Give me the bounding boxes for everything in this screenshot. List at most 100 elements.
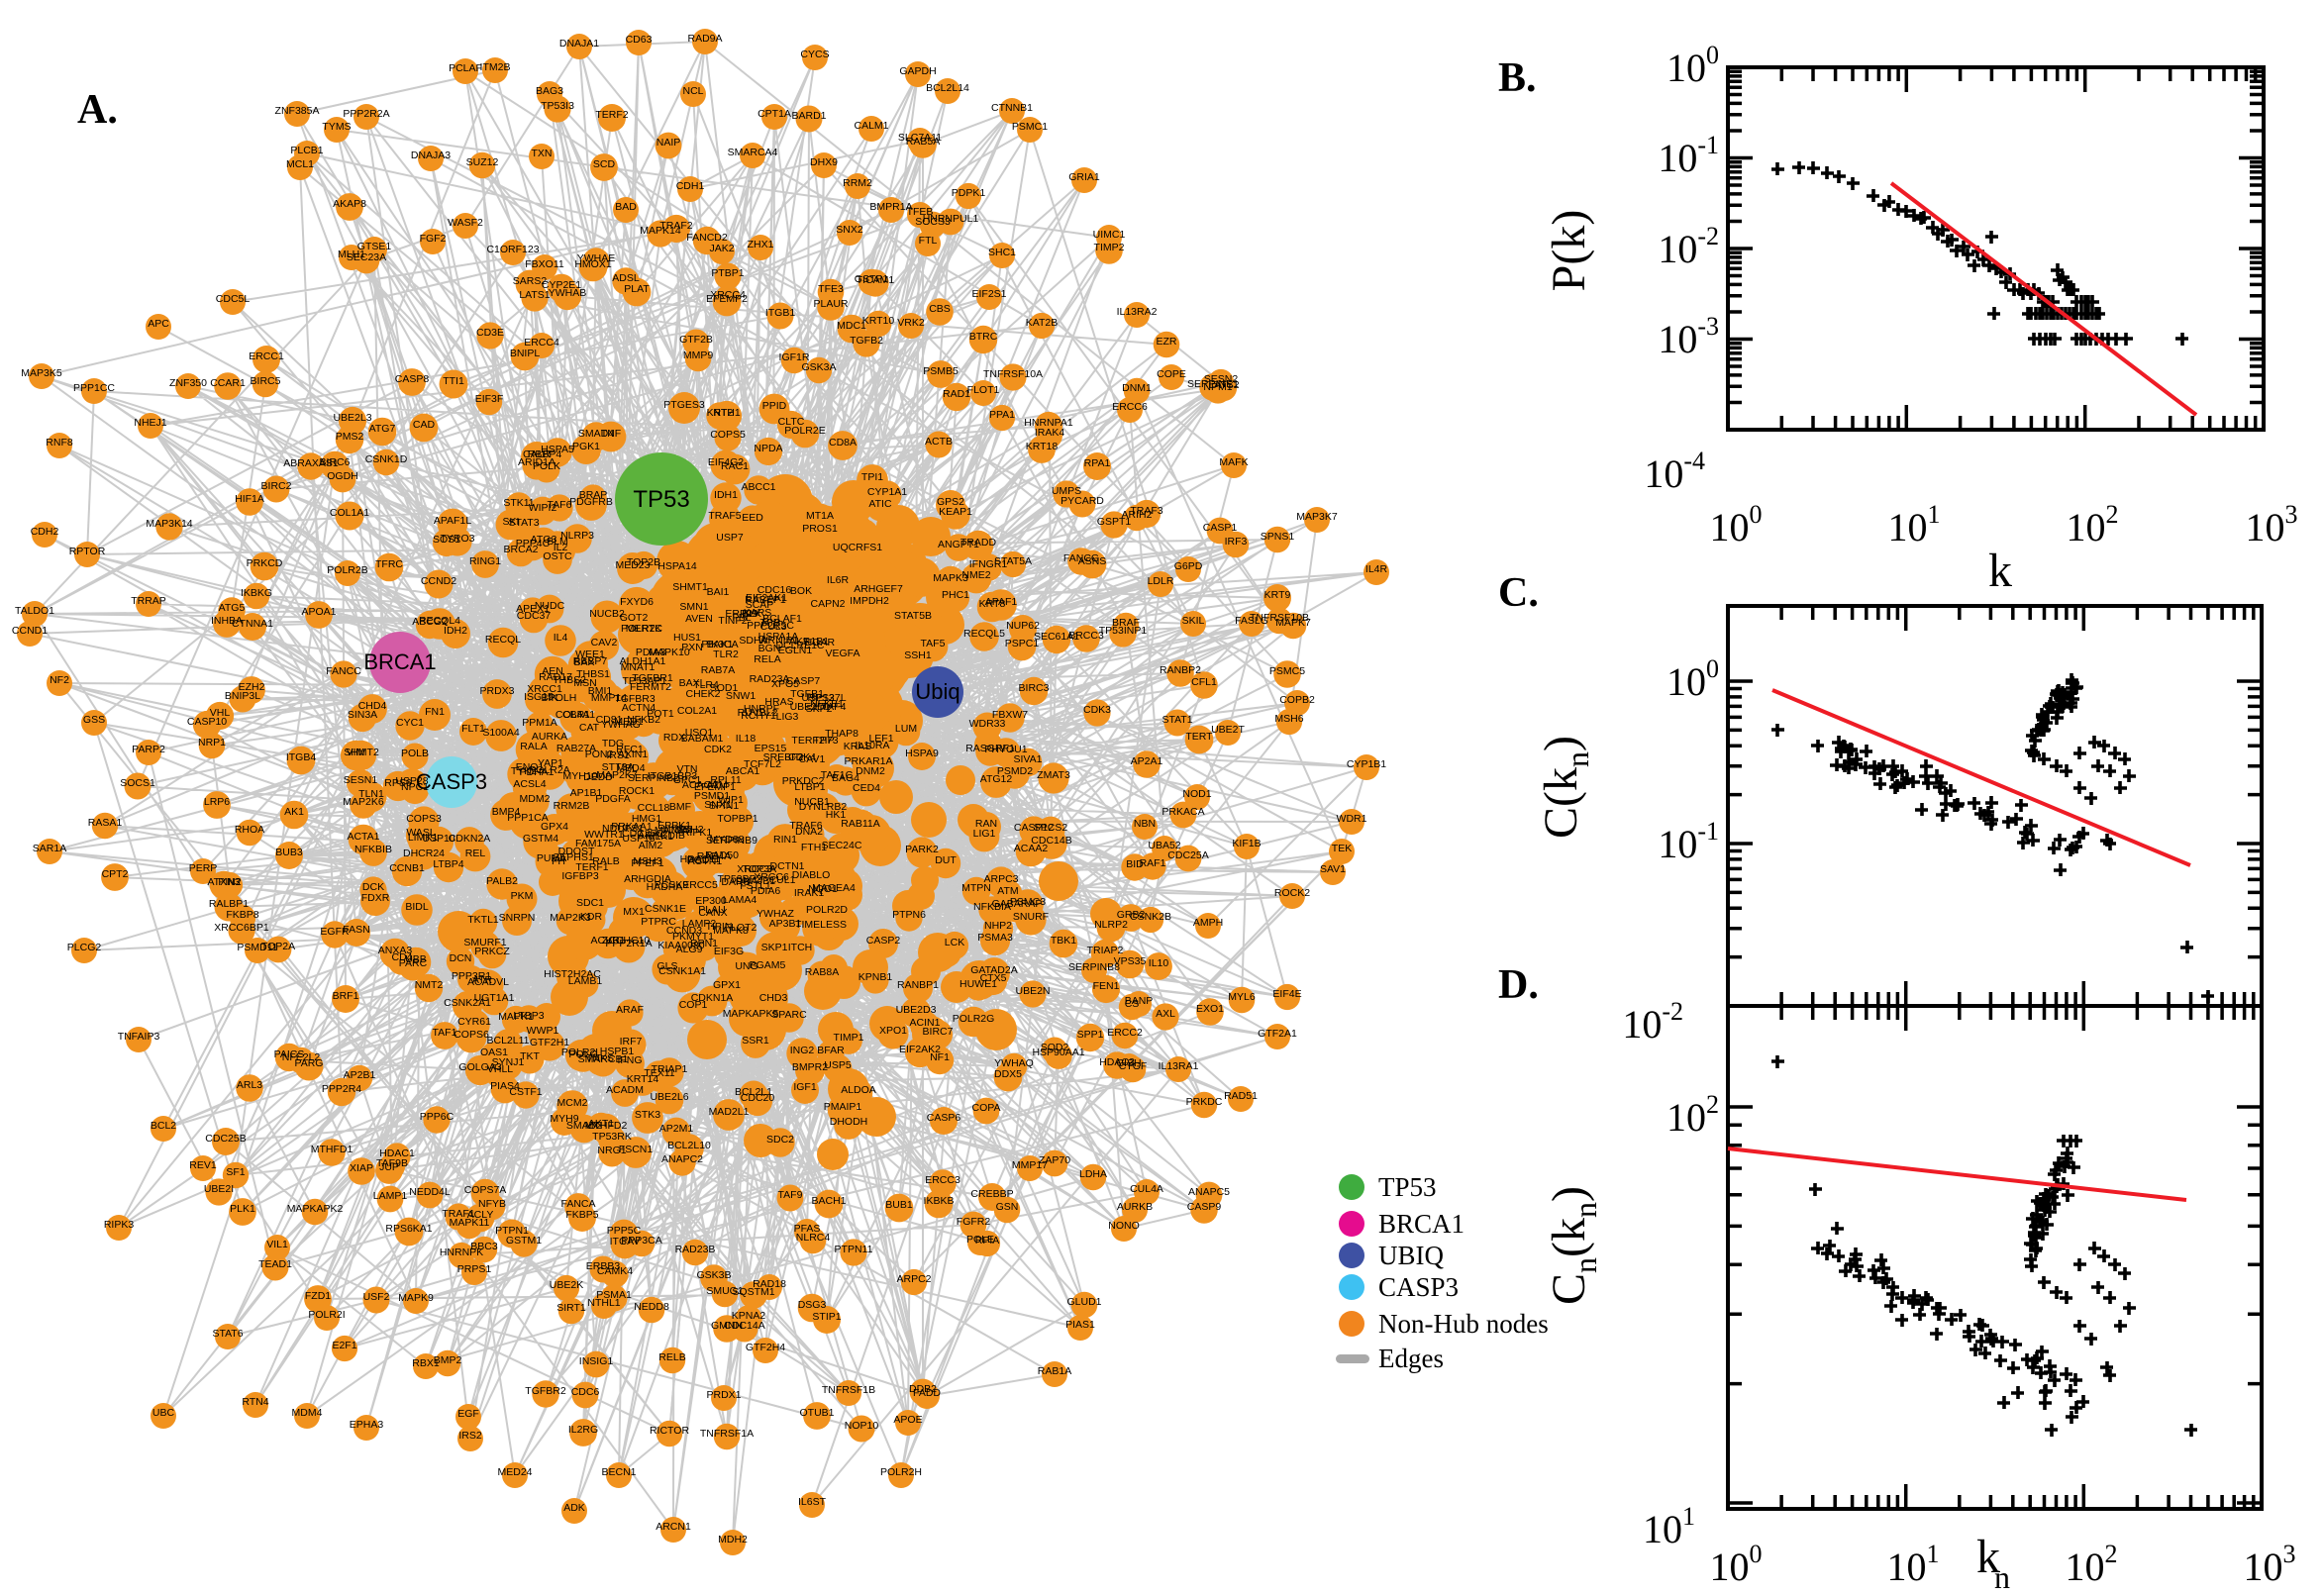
- svg-text:PON2: PON2: [585, 748, 614, 760]
- svg-text:HSPA5: HSPA5: [541, 444, 574, 455]
- svg-text:SIN3A: SIN3A: [348, 709, 377, 721]
- svg-text:ULK1: ULK1: [648, 831, 673, 843]
- svg-text:PMAIP1: PMAIP1: [824, 1101, 862, 1113]
- svg-text:RBBP4: RBBP4: [528, 449, 562, 460]
- svg-text:ROCK1: ROCK1: [619, 785, 655, 797]
- svg-text:PDGFA: PDGFA: [595, 793, 631, 805]
- svg-text:HMOX1: HMOX1: [574, 258, 612, 270]
- svg-text:TICAM1: TICAM1: [857, 274, 895, 286]
- svg-text:TIMP2: TIMP2: [1094, 242, 1125, 253]
- svg-text:COPS6: COPS6: [454, 1029, 489, 1041]
- svg-text:BCLAF1: BCLAF1: [762, 613, 802, 625]
- svg-text:FLOT1: FLOT1: [967, 384, 1000, 396]
- svg-text:NCL: NCL: [682, 85, 703, 97]
- svg-text:n: n: [1994, 1559, 2010, 1595]
- svg-text:UBC: UBC: [152, 1407, 175, 1419]
- svg-text:SLC7A11: SLC7A11: [898, 132, 942, 144]
- svg-text:ACADM: ACADM: [606, 1084, 644, 1096]
- svg-text:P(k): P(k): [1543, 210, 1595, 292]
- svg-text:RAD23B: RAD23B: [675, 1244, 716, 1255]
- svg-text:NFYB: NFYB: [478, 1198, 506, 1210]
- svg-text:CASP6: CASP6: [927, 1112, 961, 1124]
- svg-text:PLCG2: PLCG2: [67, 942, 102, 953]
- svg-text:LIG3: LIG3: [776, 711, 799, 723]
- svg-text:10-1: 10-1: [1658, 817, 1719, 866]
- svg-text:MAP2K7: MAP2K7: [596, 769, 638, 781]
- svg-text:GSS: GSS: [83, 714, 105, 726]
- svg-text:CCNB1: CCNB1: [389, 862, 425, 874]
- svg-text:POLR2H: POLR2H: [880, 1466, 922, 1478]
- svg-text:ARHGDIB: ARHGDIB: [638, 830, 685, 842]
- svg-text:MAPK11: MAPK11: [450, 1217, 490, 1229]
- svg-text:IL10: IL10: [1149, 957, 1169, 969]
- svg-text:UBE2D1: UBE2D1: [790, 701, 831, 713]
- svg-text:EIF3G: EIF3G: [714, 946, 744, 957]
- svg-text:102: 102: [2067, 500, 2119, 549]
- svg-text:LEF1: LEF1: [868, 733, 893, 745]
- svg-text:EZH2: EZH2: [239, 681, 265, 693]
- svg-text:DSG3: DSG3: [798, 1299, 827, 1311]
- svg-text:CALM1: CALM1: [854, 120, 888, 132]
- svg-text:GLUD1: GLUD1: [1066, 1296, 1101, 1308]
- svg-text:FANCG: FANCG: [1063, 552, 1099, 564]
- svg-text:UBE2T: UBE2T: [1211, 724, 1245, 736]
- svg-text:YWHAB: YWHAB: [549, 287, 587, 299]
- svg-text:BIRC7: BIRC7: [923, 1026, 954, 1038]
- svg-text:CTNNB1: CTNNB1: [991, 102, 1033, 114]
- svg-text:SOCS3: SOCS3: [915, 216, 951, 228]
- svg-text:STAT6: STAT6: [212, 1328, 243, 1340]
- svg-text:FKBP5: FKBP5: [565, 1209, 598, 1221]
- svg-text:GPX4: GPX4: [541, 821, 568, 833]
- svg-text:YWHAZ: YWHAZ: [757, 908, 795, 920]
- svg-text:TP53INP1: TP53INP1: [1099, 625, 1148, 637]
- svg-text:PARG: PARG: [295, 1057, 324, 1069]
- svg-text:HSP90AA1: HSP90AA1: [1032, 1047, 1084, 1058]
- svg-text:SEC61A1: SEC61A1: [1034, 631, 1079, 643]
- svg-text:BUB1: BUB1: [885, 1199, 913, 1211]
- svg-text:OGDH: OGDH: [327, 470, 358, 482]
- svg-text:GTF2B: GTF2B: [679, 334, 713, 346]
- svg-text:G6PD: G6PD: [1174, 560, 1203, 572]
- svg-text:KRT10: KRT10: [862, 315, 895, 327]
- svg-text:RANBP2: RANBP2: [1160, 664, 1201, 676]
- svg-text:ATM: ATM: [997, 885, 1018, 897]
- svg-text:EPS15: EPS15: [755, 743, 787, 754]
- svg-text:RPS6KA1: RPS6KA1: [385, 1223, 432, 1235]
- svg-text:ERCC3: ERCC3: [925, 1174, 960, 1186]
- svg-text:UBIQ: UBIQ: [1378, 1241, 1444, 1270]
- svg-text:EIF2S1: EIF2S1: [971, 288, 1006, 300]
- svg-text:SSH1: SSH1: [904, 649, 932, 661]
- svg-text:DCN: DCN: [450, 952, 472, 964]
- svg-text:NUDC: NUDC: [535, 600, 565, 612]
- svg-text:ZNF385A: ZNF385A: [275, 105, 320, 117]
- svg-text:NLRP3: NLRP3: [560, 530, 594, 542]
- svg-text:YWHAQ: YWHAQ: [994, 1057, 1034, 1069]
- svg-text:KIF1B: KIF1B: [1232, 838, 1261, 849]
- svg-text:SDC2: SDC2: [766, 1134, 794, 1146]
- svg-text:SHC1: SHC1: [988, 247, 1016, 258]
- svg-text:VHL: VHL: [210, 707, 231, 719]
- svg-text:GSPT1: GSPT1: [1097, 516, 1132, 528]
- svg-text:PAICS: PAICS: [274, 1048, 305, 1060]
- svg-text:ABCC1: ABCC1: [741, 481, 775, 493]
- svg-text:STT3A: STT3A: [602, 761, 635, 773]
- svg-text:BOK: BOK: [790, 585, 812, 597]
- svg-text:USP10: USP10: [422, 833, 454, 845]
- svg-text:RIPK3: RIPK3: [104, 1219, 135, 1231]
- svg-text:GSK3B: GSK3B: [696, 1269, 731, 1281]
- svg-text:APOA1: APOA1: [301, 606, 336, 618]
- svg-text:POLR2E: POLR2E: [784, 425, 825, 437]
- svg-text:CSNK2A1: CSNK2A1: [444, 997, 491, 1009]
- svg-text:NHP2: NHP2: [984, 920, 1012, 932]
- svg-text:LAMB1: LAMB1: [568, 975, 603, 987]
- svg-text:ARPC2: ARPC2: [896, 1273, 931, 1285]
- svg-text:CYP1A1: CYP1A1: [867, 486, 907, 498]
- svg-text:AP1B1: AP1B1: [570, 787, 603, 799]
- svg-text:SUZ12: SUZ12: [466, 156, 499, 168]
- svg-text:TGFB2: TGFB2: [850, 335, 883, 347]
- svg-text:MAPKAPK5: MAPKAPK5: [723, 1008, 779, 1020]
- svg-text:TAF9: TAF9: [778, 1189, 803, 1201]
- svg-text:AEN: AEN: [542, 665, 563, 677]
- svg-text:RTN4: RTN4: [242, 1396, 268, 1408]
- svg-text:RAN: RAN: [975, 818, 997, 830]
